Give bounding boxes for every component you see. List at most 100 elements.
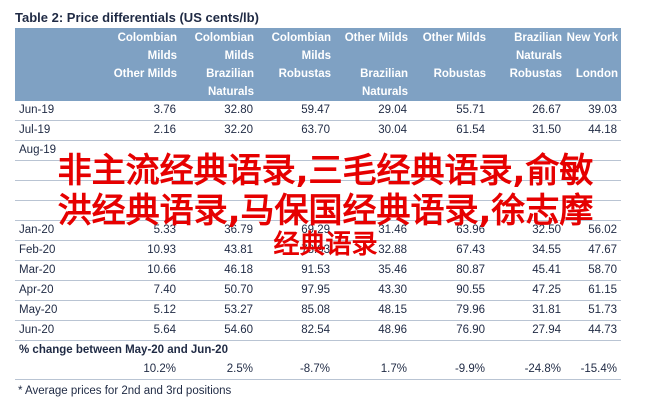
pct-change-row: 10.2% 2.5% -8.7% 1.7% -9.9% -24.8% -15.4% — [15, 360, 621, 380]
value-cell: 34.55 — [489, 240, 565, 261]
column-header: Colombian Milds Robustas — [257, 28, 334, 101]
pct-change-cell: 2.5% — [180, 360, 257, 380]
column-header-line: Milds — [224, 50, 254, 62]
value-cell: 32.50 — [489, 220, 565, 241]
value-cell: 47.25 — [489, 280, 565, 301]
pct-change-blank-cell — [15, 360, 100, 380]
value-cell: 48.15 — [334, 300, 411, 321]
value-cell: 44.73 — [565, 320, 621, 341]
table-row: Apr-20 7.40 50.70 97.95 43.30 90.55 47.25 61.15 — [15, 280, 621, 301]
value-cell — [257, 140, 334, 161]
column-header: Brazilian Naturals Robustas — [489, 28, 565, 101]
value-cell — [100, 160, 180, 181]
footnote: * Average prices for 2nd and 3rd positio… — [18, 385, 232, 397]
value-cell — [489, 180, 565, 201]
table-row — [15, 160, 621, 181]
value-cell: 31.81 — [489, 300, 565, 321]
value-cell: 43.81 — [180, 240, 257, 261]
value-cell — [334, 200, 411, 221]
column-header-line: Brazilian — [360, 68, 408, 80]
value-cell: 91.53 — [257, 260, 334, 281]
column-header-line: Naturals — [207, 86, 254, 98]
value-cell: 61.54 — [411, 120, 489, 141]
value-cell: 78.93 — [257, 240, 334, 261]
month-cell: Mar-20 — [15, 260, 100, 281]
column-header-line: Other Milds — [422, 32, 486, 44]
value-cell: 35.46 — [334, 260, 411, 281]
pct-change-cell: -15.4% — [565, 360, 621, 380]
value-cell — [411, 160, 489, 181]
value-cell: 32.88 — [334, 240, 411, 261]
value-cell — [180, 160, 257, 181]
value-cell — [100, 180, 180, 201]
column-header-line: Milds — [147, 50, 177, 62]
month-cell: Jun-20 — [15, 320, 100, 341]
table-row: Feb-20 10.93 43.81 78.93 32.88 67.43 34.55 47.6… — [15, 240, 621, 261]
value-cell — [334, 140, 411, 161]
value-cell: 90.55 — [411, 280, 489, 301]
value-cell: 85.08 — [257, 300, 334, 321]
value-cell — [100, 200, 180, 221]
table-row: Jul-19 2.16 32.20 63.70 30.04 61.54 31.50 44.18 — [15, 120, 621, 141]
value-cell: 76.90 — [411, 320, 489, 341]
column-header: Other Milds Brazilian Naturals — [334, 28, 411, 101]
value-cell: 2.16 — [100, 120, 180, 141]
value-cell: 10.66 — [100, 260, 180, 281]
table-title: Table 2: Price differentials (US cents/l… — [15, 10, 259, 25]
table-row — [15, 180, 621, 201]
value-cell: 44.18 — [565, 120, 621, 141]
pct-change-cell: -9.9% — [411, 360, 489, 380]
column-header-line: Brazilian — [206, 68, 254, 80]
column-header-line: Robustas — [278, 68, 331, 80]
column-header-line: Colombian — [194, 32, 254, 44]
column-header: Other Milds Robustas — [411, 28, 489, 101]
value-cell — [411, 180, 489, 201]
column-header-line: Brazilian — [514, 32, 562, 44]
table-row: Jan-20 5.33 36.79 69.29 31.46 63.96 32.50 56.02 — [15, 220, 621, 241]
value-cell — [489, 200, 565, 221]
value-cell: 5.12 — [100, 300, 180, 321]
value-cell: 82.54 — [257, 320, 334, 341]
value-cell: 79.96 — [411, 300, 489, 321]
value-cell: 67.43 — [411, 240, 489, 261]
pct-change-header-row: % change between May-20 and Jun-20 — [15, 341, 621, 361]
column-header-line: New York — [566, 32, 618, 44]
value-cell: 5.33 — [100, 220, 180, 241]
value-cell: 56.02 — [565, 220, 621, 241]
value-cell: 48.96 — [334, 320, 411, 341]
column-header-line: Other Milds — [344, 32, 408, 44]
column-header-line — [411, 47, 486, 65]
value-cell: 61.15 — [565, 280, 621, 301]
value-cell — [334, 160, 411, 181]
value-cell — [100, 140, 180, 161]
column-header-line: Naturals — [515, 50, 562, 62]
column-header-line: Robustas — [509, 68, 562, 80]
value-cell: 27.94 — [489, 320, 565, 341]
value-cell: 47.67 — [565, 240, 621, 261]
month-cell: Jul-19 — [15, 120, 100, 141]
value-cell: 31.50 — [489, 120, 565, 141]
value-cell: 10.93 — [100, 240, 180, 261]
month-cell: Feb-20 — [15, 240, 100, 261]
column-header: New York London — [565, 28, 621, 101]
month-cell — [15, 160, 100, 181]
column-header: Colombian Milds Brazilian Naturals — [180, 28, 257, 101]
table-body: Jun-19 3.76 32.80 59.47 29.04 55.71 26.67 39.03… — [15, 101, 621, 380]
value-cell: 7.40 — [100, 280, 180, 301]
value-cell — [489, 140, 565, 161]
value-cell — [489, 160, 565, 181]
pct-change-cell: 10.2% — [100, 360, 180, 380]
month-cell: May-20 — [15, 300, 100, 321]
value-cell: 39.03 — [565, 101, 621, 121]
value-cell — [565, 180, 621, 201]
value-cell: 3.76 — [100, 101, 180, 121]
column-header-line: Robustas — [433, 68, 486, 80]
value-cell: 26.67 — [489, 101, 565, 121]
value-cell: 32.80 — [180, 101, 257, 121]
column-header-line: London — [575, 68, 618, 80]
table-row: May-20 5.12 53.27 85.08 48.15 79.96 31.81 51.73 — [15, 300, 621, 321]
value-cell — [334, 180, 411, 201]
month-cell: Apr-20 — [15, 280, 100, 301]
value-cell: 97.95 — [257, 280, 334, 301]
column-header-line — [565, 47, 618, 65]
